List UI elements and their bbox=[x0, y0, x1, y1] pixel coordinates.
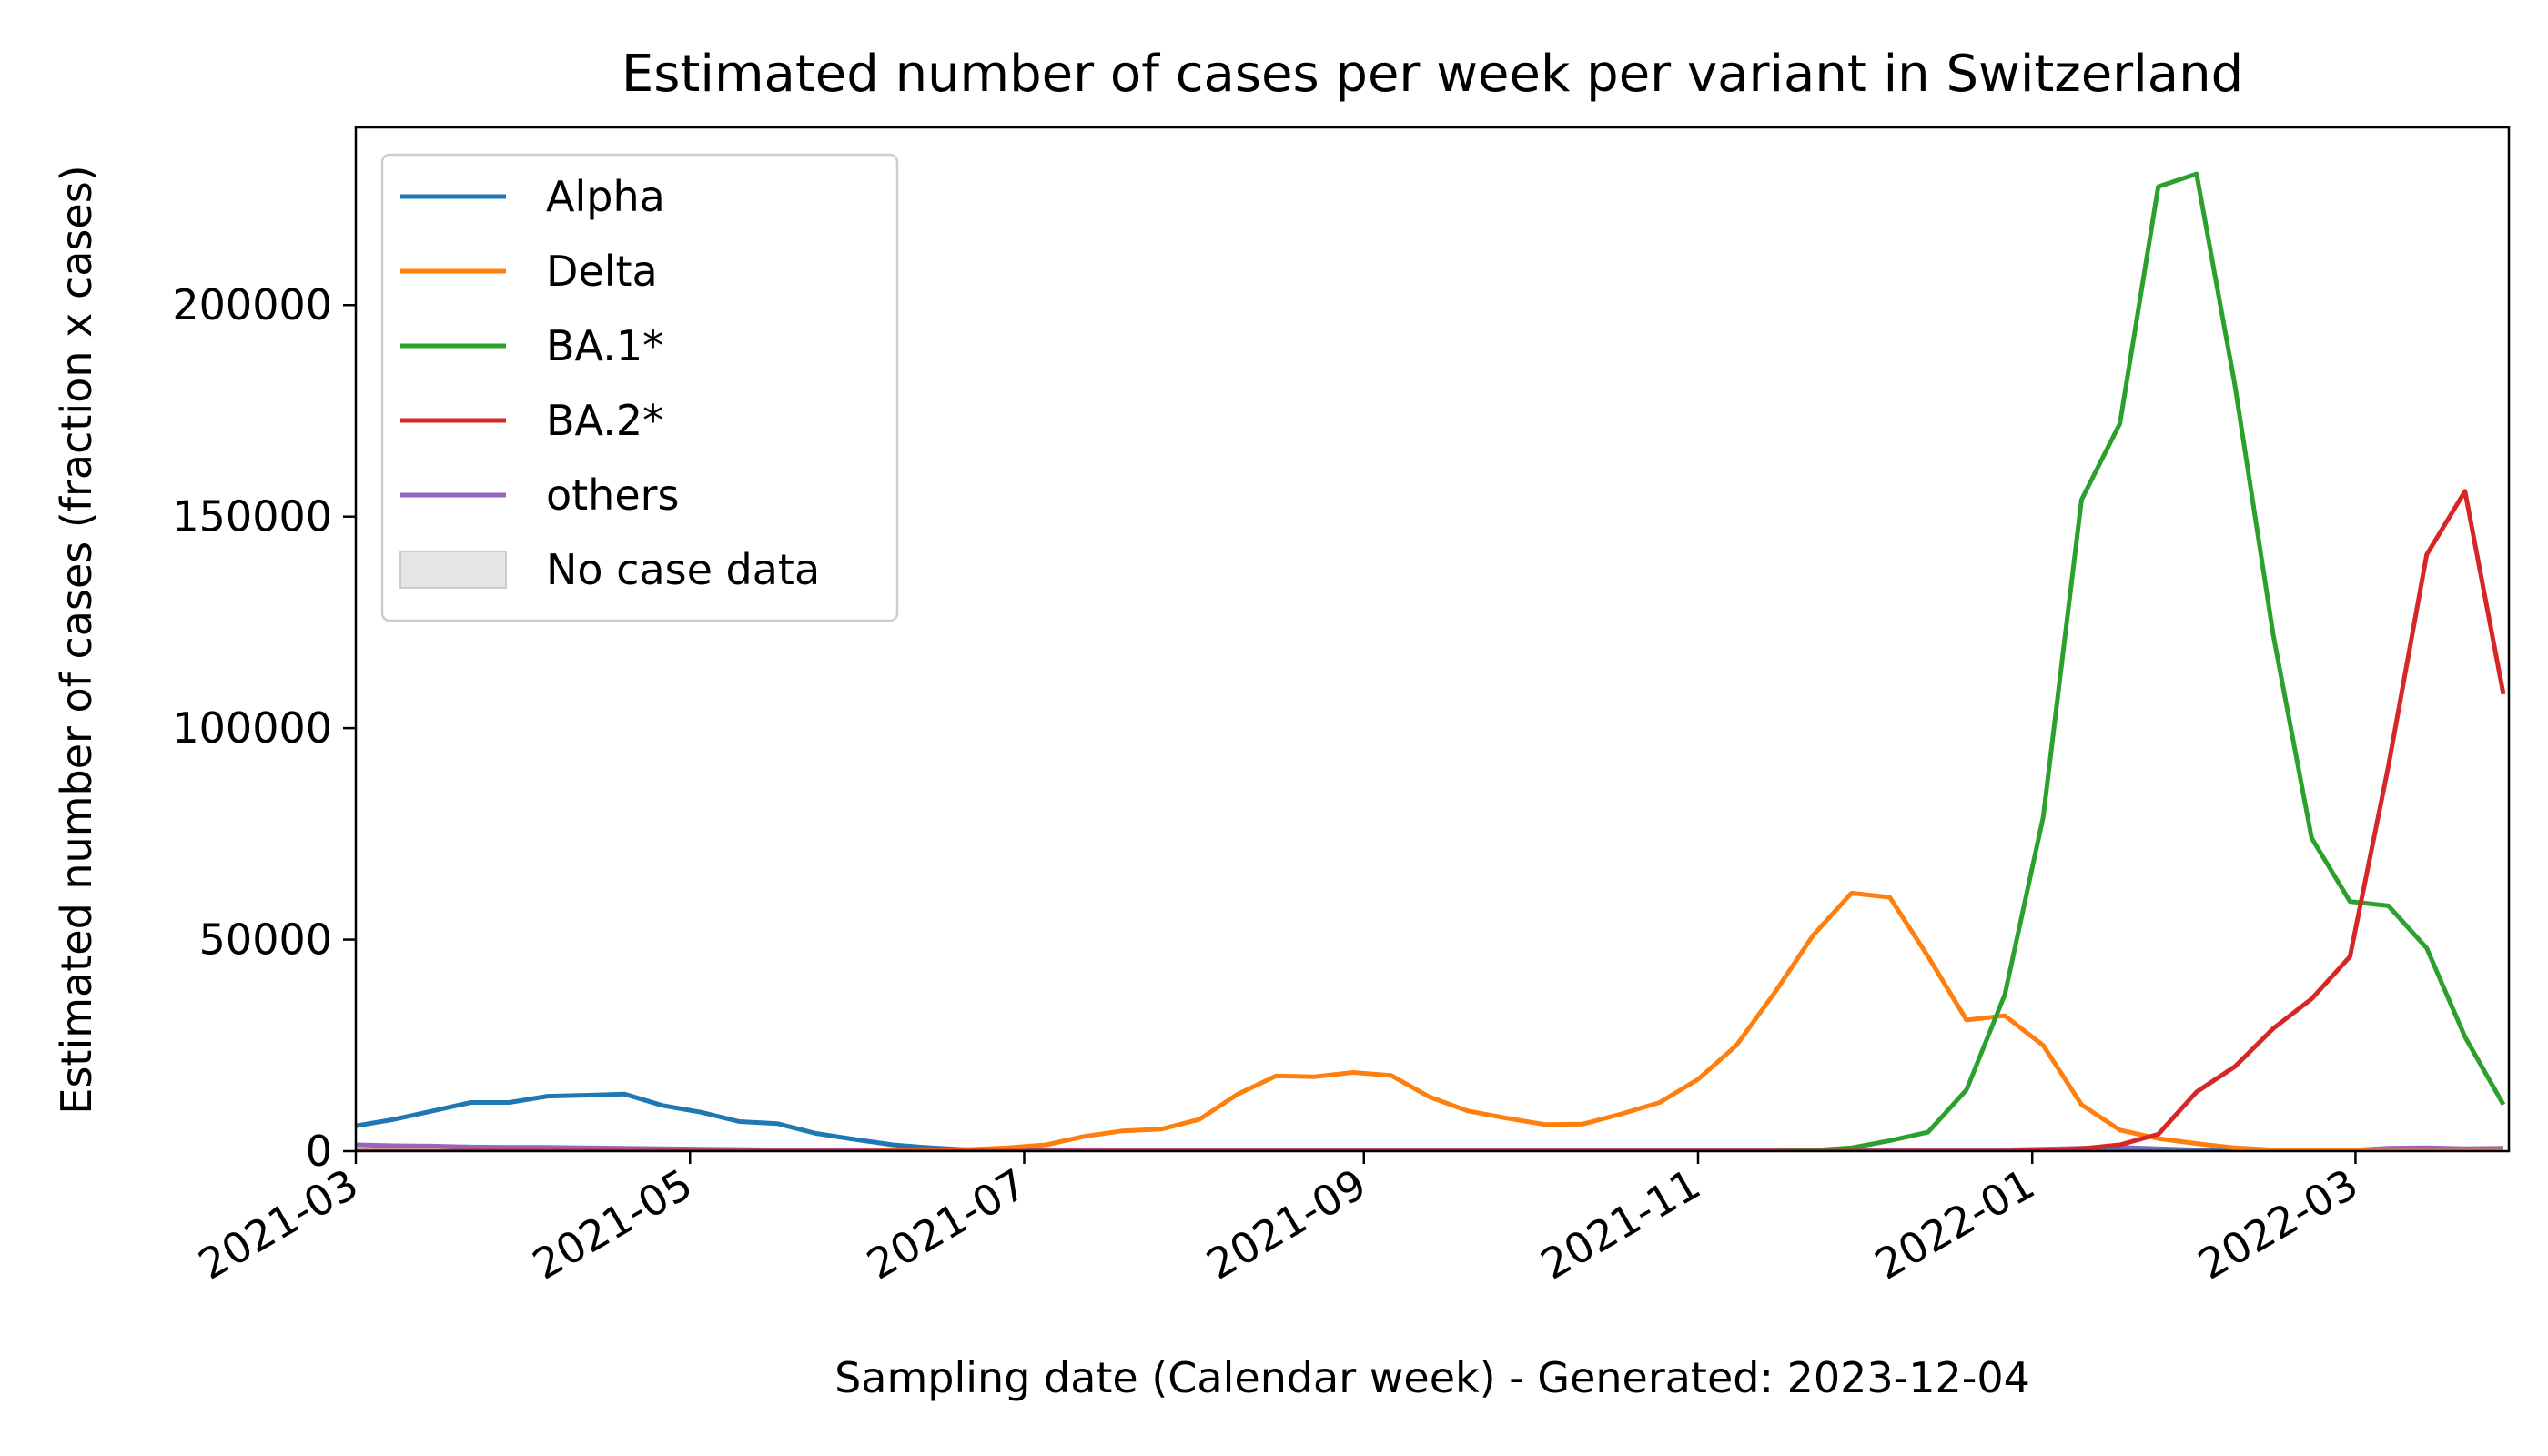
y-tick-label: 150000 bbox=[172, 492, 332, 541]
series-line-alpha bbox=[356, 1091, 2503, 1151]
legend-label-ba-1: BA.1* bbox=[546, 321, 663, 370]
chart-title: Estimated number of cases per week per v… bbox=[622, 45, 2243, 104]
x-axis-label: Sampling date (Calendar week) - Generate… bbox=[834, 1353, 2030, 1402]
legend-label-ba-2: BA.2* bbox=[546, 396, 663, 445]
y-tick-label: 50000 bbox=[199, 915, 332, 965]
series-line-ba-1 bbox=[356, 171, 2506, 1151]
legend-label-alpha: Alpha bbox=[546, 172, 665, 221]
plot-frame bbox=[354, 126, 2511, 1153]
legend-label-others: others bbox=[546, 470, 680, 520]
legend-box bbox=[380, 153, 899, 622]
series-line-ba-2 bbox=[356, 489, 2506, 1151]
y-tick-label: 100000 bbox=[172, 703, 332, 753]
legend-swatch-no-case-data bbox=[399, 551, 507, 589]
legend: Alpha Delta BA.1* BA.2* others No case data bbox=[380, 153, 899, 622]
legend-label-no-case-data: No case data bbox=[546, 545, 820, 594]
y-tick-label: 0 bbox=[306, 1127, 332, 1176]
y-tick-label: 200000 bbox=[172, 280, 332, 329]
y-axis-label: Estimated number of cases (fraction x ca… bbox=[52, 165, 101, 1114]
legend-label-delta: Delta bbox=[546, 247, 658, 296]
